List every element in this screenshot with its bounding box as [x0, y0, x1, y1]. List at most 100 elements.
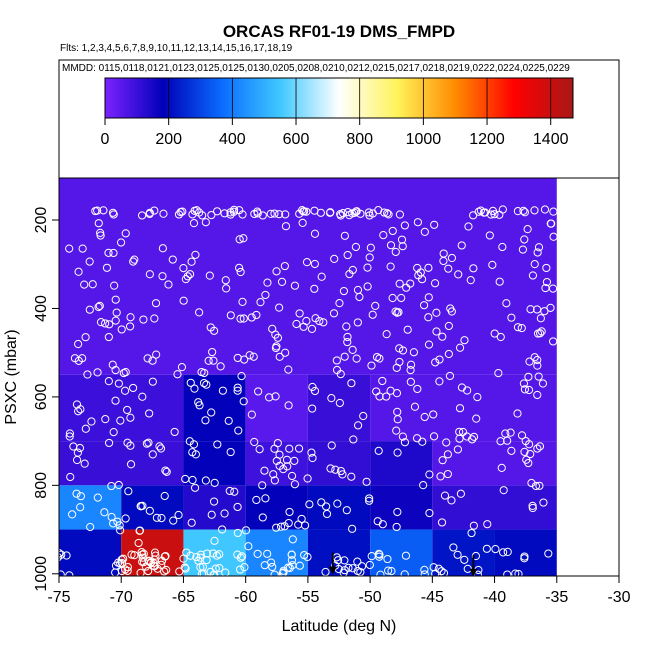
observation-point: [383, 554, 392, 564]
observation-point: [524, 372, 533, 381]
observation-point: [517, 323, 526, 333]
observation-point: [161, 466, 170, 475]
observation-point: [455, 343, 465, 352]
observation-point: [400, 221, 409, 230]
observation-point: [187, 518, 196, 527]
observation-point: [473, 393, 482, 402]
y-axis-label: PSXC (mbar): [3, 329, 20, 424]
observation-point: [88, 280, 97, 289]
observation-point: [281, 348, 290, 357]
observation-point: [455, 404, 465, 413]
observation-point: [212, 551, 222, 560]
heatmap-cell: [307, 485, 371, 530]
x-tick-label: -45: [421, 589, 444, 606]
observation-point: [363, 263, 372, 272]
observation-point: [528, 503, 537, 513]
observation-point: [111, 295, 120, 304]
observation-point: [365, 496, 374, 505]
observation-point: [139, 315, 148, 324]
observation-point: [100, 508, 109, 517]
observation-point: [148, 450, 157, 459]
observation-point: [186, 378, 195, 387]
observation-point: [499, 548, 508, 557]
observation-point: [272, 267, 281, 276]
observation-point: [348, 524, 357, 533]
observation-point: [449, 543, 458, 552]
observation-point: [457, 241, 466, 250]
observation-point: [506, 428, 515, 437]
observation-point: [160, 491, 169, 501]
heatmap-cell: [370, 441, 433, 486]
observation-point: [185, 270, 195, 279]
observation-point: [65, 571, 74, 576]
observation-point: [116, 416, 125, 425]
observation-point: [114, 558, 123, 567]
observation-point: [204, 356, 213, 365]
observation-point: [126, 460, 136, 469]
observation-point: [209, 497, 219, 506]
observation-point: [540, 205, 550, 214]
observation-point: [224, 416, 233, 425]
observation-point: [469, 264, 478, 273]
observation-point: [226, 311, 235, 320]
observation-point: [151, 299, 161, 308]
observation-point: [315, 316, 324, 326]
observation-point: [359, 411, 368, 421]
observation-point: [308, 404, 317, 413]
observation-point: [351, 207, 361, 216]
observation-point: [129, 257, 138, 266]
observation-point: [467, 528, 476, 538]
observation-point: [121, 368, 130, 377]
observation-point: [308, 382, 317, 392]
observation-point: [258, 211, 267, 220]
observation-point: [104, 377, 113, 386]
observation-point: [164, 280, 173, 289]
observation-point: [241, 526, 251, 535]
observation-point: [488, 260, 497, 269]
observation-point: [305, 500, 314, 509]
observation-point: [280, 522, 289, 531]
observation-point: [285, 444, 294, 453]
observation-point: [130, 255, 139, 264]
observation-point: [538, 379, 548, 388]
observation-point: [263, 549, 272, 558]
observation-point: [104, 248, 113, 257]
observation-point: [290, 480, 299, 489]
observation-point: [298, 218, 307, 228]
observation-point: [275, 450, 284, 459]
observation-point: [294, 444, 304, 453]
observation-point: [192, 206, 201, 215]
colorbar-ticks: 0 200 400 600 800 1000 1200 1400: [101, 78, 569, 148]
observation-point: [386, 262, 395, 271]
observation-point: [430, 279, 440, 288]
observation-point: [236, 553, 245, 562]
observation-point: [322, 502, 331, 511]
observation-point: [384, 210, 393, 219]
observation-point: [119, 368, 128, 378]
y-tick-label: 600: [33, 383, 50, 410]
observation-point: [277, 277, 287, 287]
observation-point: [403, 325, 412, 334]
observation-point: [143, 354, 152, 363]
observation-point: [395, 210, 405, 219]
observation-point: [302, 207, 311, 216]
observation-point: [270, 209, 279, 218]
observation-point: [498, 205, 507, 214]
observation-point: [438, 332, 447, 341]
observation-point: [388, 226, 397, 236]
observation-point: [239, 314, 248, 323]
observation-point: [125, 322, 135, 331]
observation-point: [255, 445, 264, 454]
colorbar-frame: [104, 77, 574, 119]
observation-point: [533, 361, 542, 370]
colorbar-gradient: [105, 78, 573, 118]
plot-frame: [58, 177, 620, 577]
observation-point: [378, 520, 387, 529]
chart-title: ORCAS RF01-19 DMS_FMPD: [223, 22, 455, 41]
observation-point: [326, 208, 335, 217]
observation-point: [392, 426, 401, 435]
observation-point: [430, 220, 439, 229]
observation-point: [173, 370, 182, 379]
observation-point: [424, 313, 433, 322]
observation-point: [292, 319, 301, 329]
